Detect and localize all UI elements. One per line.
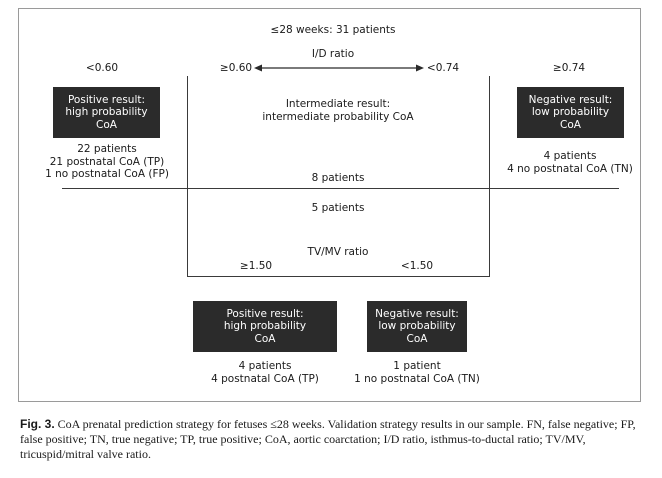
id-ge074: ≥0.74 — [552, 62, 586, 74]
top-label: ≤28 weeks: 31 patients — [270, 24, 396, 36]
positive-result-box-left: Positive result: high probability CoA — [53, 87, 160, 138]
tvmv-ge150: ≥1.50 — [239, 260, 273, 272]
mid-8-patients: 8 patients — [311, 172, 365, 184]
right-stats: 4 patients 4 no postnatal CoA (TN) — [507, 150, 633, 175]
bottom-right-stats: 1 patient 1 no postnatal CoA (TN) — [354, 360, 480, 385]
id-lt060: <0.60 — [85, 62, 119, 74]
tvmv-ratio-label: TV/MV ratio — [307, 246, 369, 258]
id-ge060: ≥0.60 — [219, 62, 253, 74]
id-lt074: <0.74 — [426, 62, 460, 74]
left-stats: 22 patients 21 postnatal CoA (TP) 1 no p… — [45, 143, 169, 180]
negative-result-box-bottom: Negative result: low probability CoA — [367, 301, 467, 352]
positive-result-box-bottom: Positive result: high probability CoA — [193, 301, 337, 352]
bottom-left-stats: 4 patients 4 postnatal CoA (TP) — [211, 360, 319, 385]
left-vertical-line — [187, 76, 188, 277]
caption-label: Fig. 3. — [20, 417, 55, 431]
tvmv-lt150: <1.50 — [400, 260, 434, 272]
diagram-frame — [18, 8, 641, 402]
caption-text: CoA prenatal prediction strategy for fet… — [20, 417, 636, 461]
id-ratio-label: I/D ratio — [311, 48, 355, 60]
intermediate-result: Intermediate result: intermediate probab… — [262, 98, 414, 123]
right-vertical-line — [489, 76, 490, 277]
horizontal-divider — [62, 188, 619, 189]
negative-result-box-right: Negative result: low probability CoA — [517, 87, 624, 138]
id-ratio-arrow — [254, 64, 424, 72]
bottom-box-line — [187, 276, 490, 277]
mid-5-patients: 5 patients — [311, 202, 365, 214]
figure-caption: Fig. 3. CoA prenatal prediction strategy… — [20, 417, 642, 462]
